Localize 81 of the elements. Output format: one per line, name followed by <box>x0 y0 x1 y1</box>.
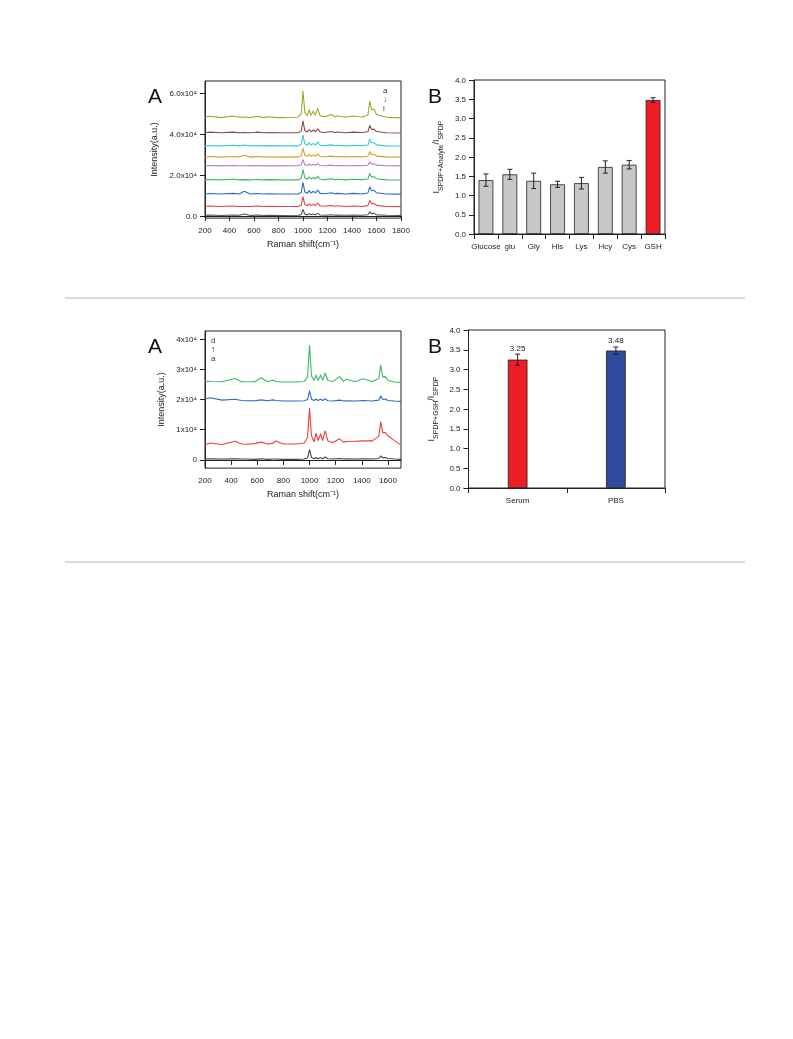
line-series <box>204 120 402 134</box>
y-tick-label: 2.0 <box>449 404 462 414</box>
y-tick-label: 4.0 <box>454 75 467 85</box>
x-tick-label: 1000 <box>300 475 319 485</box>
y-tick-label: 1.5 <box>454 171 467 181</box>
data-label: 3.25 <box>509 343 526 353</box>
data-label: 3.48 <box>608 336 625 346</box>
chart-title: B <box>428 334 443 357</box>
x-tick-label: 800 <box>271 225 286 235</box>
x-tick-label: 400 <box>224 475 239 485</box>
line-series <box>204 182 402 195</box>
x-tick-label: glu <box>504 241 516 251</box>
chart-title: A <box>148 84 163 107</box>
x-tick-label: 1200 <box>318 225 337 235</box>
x-tick-label: 600 <box>250 475 265 485</box>
x-tick-label: 1400 <box>352 475 372 485</box>
y-axis-title: Intensity(a.u.) <box>149 122 160 177</box>
y-tick-label: 0.0 <box>449 483 462 493</box>
line-series <box>204 169 402 181</box>
x-tick-label: 200 <box>198 225 213 235</box>
chart-title: A <box>148 334 163 357</box>
y-tick-label: 1.0 <box>449 444 462 453</box>
x-tick-label: 200 <box>198 475 213 485</box>
x-axis-title: Raman shift(cm⁻¹) <box>266 238 340 249</box>
y-tick-label: 3.0 <box>449 365 462 374</box>
annotation: a <box>383 85 388 95</box>
y-tick-label: 3.5 <box>449 345 462 355</box>
x-tick-label: 600 <box>247 225 262 235</box>
y-tick-label: 2.5 <box>454 133 467 143</box>
annotation: a <box>211 353 216 363</box>
x-tick-label: 1600 <box>379 475 398 485</box>
y-tick-label: 4x10⁴ <box>176 334 198 344</box>
y-tick-label: 2x10⁴ <box>176 395 198 405</box>
x-tick-label: Lys <box>575 241 588 251</box>
x-tick-label: 800 <box>276 475 291 485</box>
y-tick-label: 3.5 <box>454 94 467 104</box>
x-tick-label: 1800 <box>392 225 411 235</box>
annotation: i <box>383 103 385 113</box>
x-tick-label: GSH <box>644 241 662 251</box>
line-series <box>204 159 402 167</box>
line-series <box>204 147 402 158</box>
x-tick-label: Cys <box>622 241 637 251</box>
y-tick-label: 1.0 <box>454 191 467 200</box>
x-tick-label: Hcy <box>598 241 613 251</box>
annotation: ↑ <box>211 344 215 354</box>
y-tick-label: 3.0 <box>454 114 467 123</box>
x-tick-label: 1000 <box>294 225 313 235</box>
x-tick-label: Serum <box>505 495 530 505</box>
y-tick-label: 0.5 <box>454 210 467 220</box>
line-series <box>204 407 402 446</box>
y-tick-label: 1.5 <box>449 424 462 434</box>
y-tick-label: 0.5 <box>449 463 462 473</box>
y-tick-label: 0.0 <box>454 229 467 239</box>
line-series <box>204 134 402 147</box>
x-tick-label: Gly <box>527 241 540 251</box>
y-tick-label: 3x10⁴ <box>176 364 198 374</box>
y-tick-label: 6.0x10⁴ <box>169 88 198 98</box>
y-tick-label: 2.0 <box>454 152 467 162</box>
line-series <box>204 196 402 208</box>
y-tick-label: 0.0 <box>185 211 198 221</box>
x-tick-label: 1600 <box>367 225 386 235</box>
y-tick-label: 1x10⁴ <box>176 425 198 435</box>
y-tick-label: 2.0x10⁴ <box>169 170 198 180</box>
line-series <box>204 90 402 119</box>
y-tick-label: 2.5 <box>449 384 462 394</box>
annotation: ↓ <box>383 94 387 104</box>
y-tick-label: 4.0 <box>449 325 462 335</box>
x-tick-label: His <box>551 241 564 251</box>
y-tick-label: 4.0x10⁴ <box>169 129 198 139</box>
line-series <box>204 390 402 402</box>
x-tick-label: 1400 <box>343 225 362 235</box>
x-tick-label: PBS <box>607 495 624 505</box>
x-tick-label: Glucose <box>471 241 502 251</box>
x-tick-label: 400 <box>222 225 237 235</box>
x-tick-label: 1200 <box>326 475 346 485</box>
y-axis-title: Intensity(a.u.) <box>155 372 166 427</box>
y-tick-label: 0 <box>192 455 198 465</box>
chart-title: B <box>428 84 443 107</box>
x-axis-title: Raman shift(cm⁻¹) <box>266 488 340 499</box>
line-series <box>204 344 402 383</box>
annotation: d <box>211 335 216 345</box>
